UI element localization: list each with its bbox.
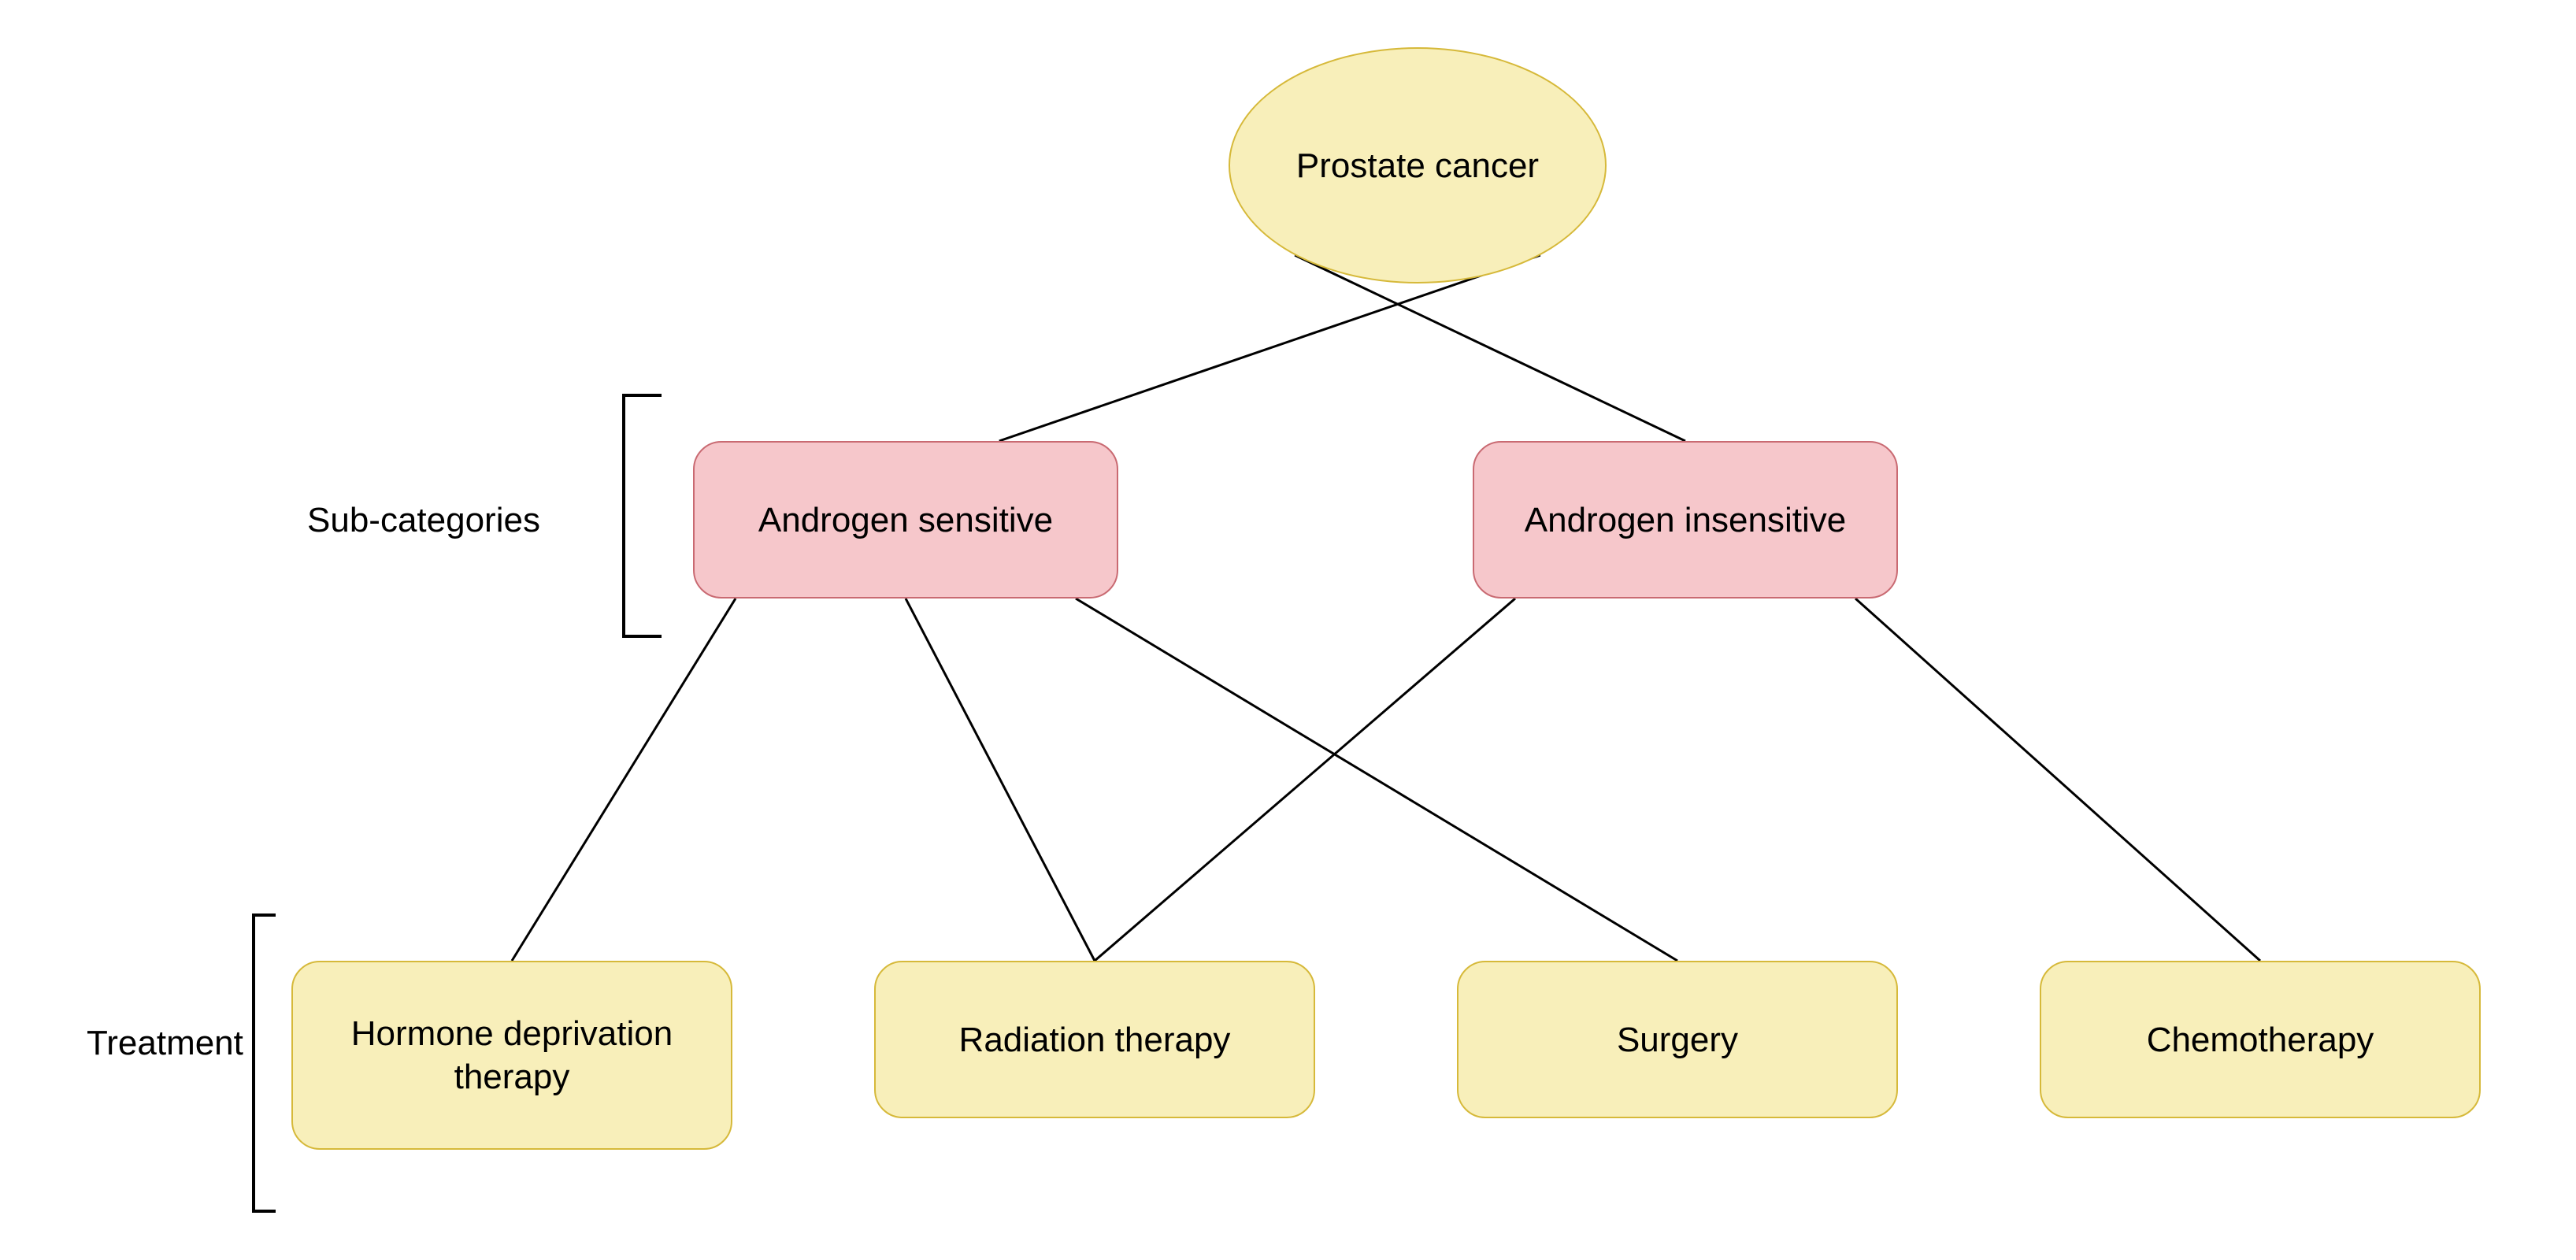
edge-root-to-sub-sensitive (999, 255, 1540, 441)
diagram-canvas: Prostate cancer Androgen sensitive Androge… (0, 0, 2576, 1260)
node-label: Radiation therapy (959, 1018, 1231, 1062)
node-label: Androgen sensitive (758, 498, 1053, 542)
node-sub-sensitive: Androgen sensitive (693, 441, 1118, 598)
edge-sub-insensitive-to-tr-chemo (1855, 598, 2260, 961)
node-tr-hormone: Hormone deprivation therapy (291, 961, 732, 1150)
node-label: Chemotherapy (2147, 1018, 2374, 1062)
edge-sub-sensitive-to-tr-hormone (512, 598, 736, 961)
node-label: Surgery (1617, 1018, 1738, 1062)
edge-sub-sensitive-to-tr-surgery (1076, 598, 1677, 961)
node-tr-chemo: Chemotherapy (2040, 961, 2481, 1118)
label-subcategories: Sub-categories (307, 501, 540, 540)
node-sub-insensitive: Androgen insensitive (1473, 441, 1898, 598)
node-root: Prostate cancer (1229, 47, 1607, 284)
edge-root-to-sub-insensitive (1295, 255, 1685, 441)
node-tr-surgery: Surgery (1457, 961, 1898, 1118)
node-label: Androgen insensitive (1525, 498, 1846, 542)
edge-sub-insensitive-to-tr-radiation (1095, 598, 1515, 961)
label-treatment: Treatment (87, 1024, 243, 1063)
edge-sub-sensitive-to-tr-radiation (906, 598, 1095, 961)
bracket-treatment (252, 914, 276, 1213)
node-label: Hormone deprivation therapy (309, 1012, 715, 1099)
node-label: Prostate cancer (1296, 144, 1539, 187)
node-tr-radiation: Radiation therapy (874, 961, 1315, 1118)
bracket-subcategories (622, 394, 662, 638)
